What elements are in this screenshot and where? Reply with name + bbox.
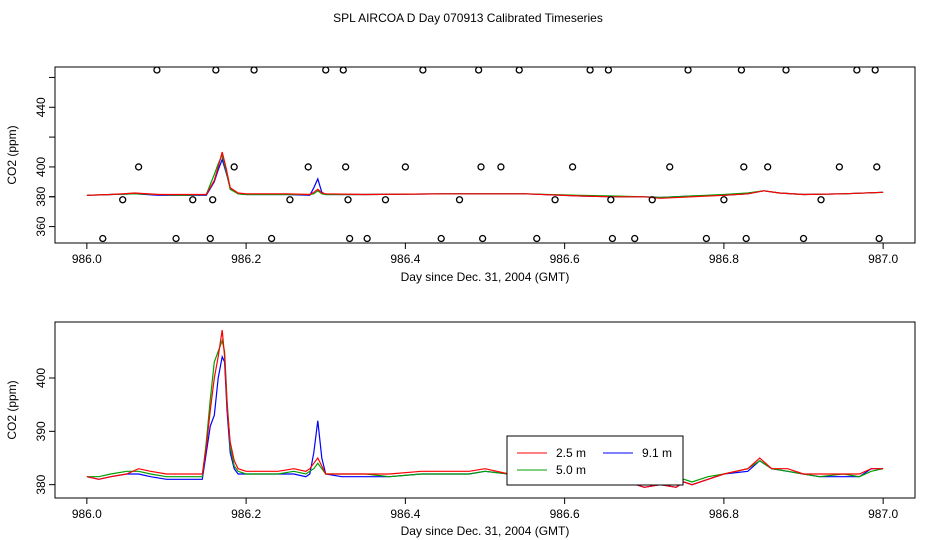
marker-point [742, 234, 750, 243]
marker-point [189, 196, 197, 204]
top-y-axis-label: CO2 (ppm) [5, 125, 19, 184]
marker-point [764, 163, 772, 171]
x-tick-label: 987.0 [868, 507, 898, 521]
top-plot-frame [54, 66, 916, 244]
x-tick-label: 986.4 [390, 507, 420, 521]
bottom-x-axis-label: Day since Dec. 31, 2004 (GMT) [401, 524, 570, 538]
x-tick-label: 986.2 [231, 507, 261, 521]
figure-title: SPL AIRCOA D Day 070913 Calibrated Times… [333, 11, 603, 25]
series-line-9-1-m [86, 354, 884, 488]
bottom-panel: Day since Dec. 31, 2004 (GMT) CO2 (ppm) … [5, 321, 916, 538]
marker-point [212, 66, 220, 74]
marker-point [381, 196, 390, 204]
series-line-9-1-m [86, 157, 884, 199]
series-line-5-0-m [86, 338, 884, 486]
marker-point [230, 163, 238, 171]
y-tick-label: 390 [34, 421, 48, 441]
marker-point [515, 66, 523, 74]
bottom-y-axis-label: CO2 (ppm) [5, 380, 19, 439]
marker-point [551, 196, 559, 204]
marker-point [401, 163, 410, 171]
x-tick-label: 986.2 [231, 252, 261, 266]
marker-point [648, 196, 656, 204]
marker-point [172, 234, 180, 243]
legend: 2.5 m 9.1 m 5.0 m [506, 435, 684, 486]
marker-point [817, 196, 825, 204]
legend-label-2-5m: 2.5 m [556, 446, 586, 460]
x-tick-label: 986.0 [72, 252, 102, 266]
marker-point [339, 66, 347, 74]
legend-box [506, 435, 684, 486]
marker-point [286, 196, 294, 204]
marker-point [604, 66, 613, 74]
marker-point [119, 196, 127, 204]
top-x-axis-label: Day since Dec. 31, 2004 (GMT) [401, 270, 570, 284]
legend-label-5-0m: 5.0 m [556, 463, 586, 477]
marker-point [341, 163, 350, 171]
marker-point [474, 66, 483, 74]
x-tick-label: 987.0 [868, 252, 898, 266]
marker-point [737, 66, 746, 74]
x-tick-label: 986.6 [550, 252, 580, 266]
marker-point [684, 66, 692, 74]
marker-point [607, 196, 615, 204]
y-tick-label: 440 [34, 97, 48, 117]
marker-point [740, 163, 748, 171]
marker-point [782, 66, 790, 74]
marker-point [99, 234, 107, 243]
marker-point [533, 234, 541, 243]
marker-point [437, 234, 445, 243]
series-line-2-5-m [86, 151, 884, 199]
marker-point [209, 196, 217, 204]
x-tick-label: 986.8 [709, 507, 739, 521]
y-tick-label: 360 [34, 216, 48, 236]
x-tick-label: 986.0 [72, 507, 102, 521]
marker-point [477, 163, 485, 171]
marker-point [478, 234, 487, 243]
marker-point [720, 196, 728, 204]
marker-point [875, 234, 883, 243]
marker-point [344, 196, 352, 204]
marker-point [267, 234, 276, 243]
y-tick-label: 400 [34, 368, 48, 388]
series-line-2-5-m [86, 329, 884, 488]
x-tick-label: 986.6 [550, 507, 580, 521]
marker-point [250, 66, 258, 74]
x-tick-label: 986.8 [709, 252, 739, 266]
marker-point [608, 234, 617, 243]
marker-point [304, 163, 312, 171]
marker-point [799, 234, 808, 243]
marker-point [835, 163, 844, 171]
series-line-5-0-m [86, 153, 884, 199]
marker-point [631, 234, 639, 243]
x-tick-label: 986.4 [390, 252, 420, 266]
marker-point [363, 234, 371, 243]
y-tick-label: 380 [34, 186, 48, 206]
top-panel: Day since Dec. 31, 2004 (GMT) CO2 (ppm) … [5, 66, 916, 284]
marker-point [206, 234, 214, 243]
marker-point [497, 163, 505, 171]
marker-point [871, 66, 879, 74]
marker-point [873, 163, 881, 171]
marker-point [345, 234, 354, 243]
marker-point [322, 66, 330, 74]
marker-point [568, 163, 577, 171]
y-tick-label: 400 [34, 157, 48, 177]
marker-point [853, 66, 861, 74]
marker-point [419, 66, 427, 74]
marker-point [134, 163, 143, 171]
marker-point [666, 163, 674, 171]
marker-point [153, 66, 161, 74]
y-tick-label: 380 [34, 474, 48, 494]
marker-point [455, 196, 464, 204]
marker-point [586, 66, 594, 74]
legend-label-9-1m: 9.1 m [642, 446, 672, 460]
marker-point [702, 234, 711, 243]
